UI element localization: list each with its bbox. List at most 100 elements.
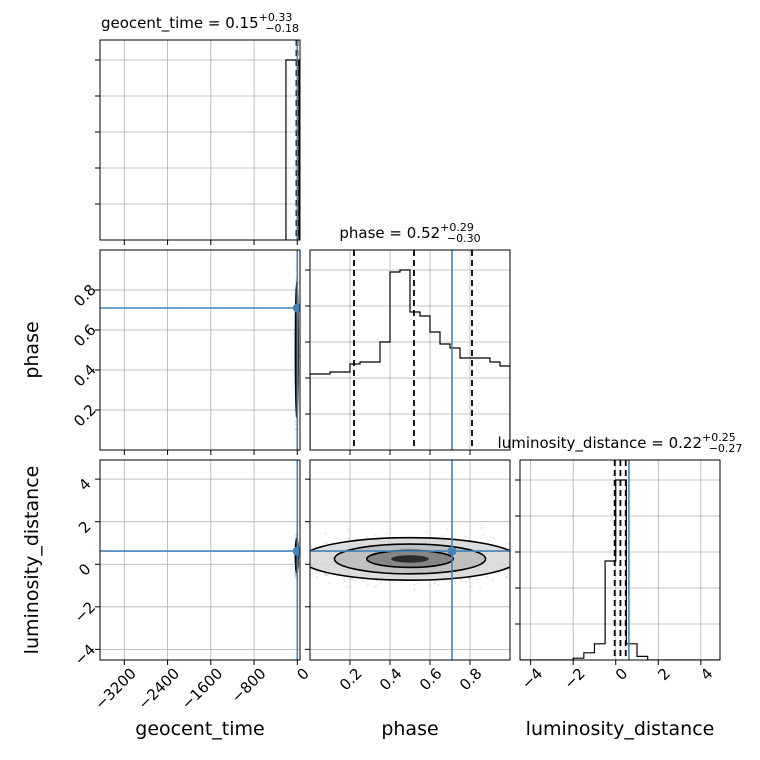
sample-point <box>306 554 308 556</box>
xtick-label-geocent_time-1: −2400 <box>135 664 184 713</box>
sample-point <box>492 537 495 540</box>
sample-point <box>290 567 292 569</box>
sample-point <box>541 546 543 548</box>
sample-point <box>375 579 378 582</box>
sample-point <box>460 579 463 582</box>
sample-point <box>295 533 297 536</box>
sample-point <box>506 576 508 579</box>
sample-point <box>380 582 382 585</box>
sample-point <box>294 423 297 426</box>
sample-point <box>429 584 432 587</box>
sample-point <box>446 528 449 531</box>
sample-point <box>507 542 510 545</box>
title-plus-phase: +0.29 <box>440 221 474 234</box>
sample-point <box>535 566 537 568</box>
sample-point <box>326 541 329 544</box>
hist-group-geocent_time <box>285 40 300 240</box>
xtick-label-geocent_time-4: 0 <box>293 664 312 683</box>
sample-point <box>324 532 327 535</box>
sample-point <box>293 333 296 335</box>
contour-0 <box>310 536 510 582</box>
sample-point <box>292 554 294 556</box>
title-main-phase: phase = 0.52 <box>339 224 440 242</box>
sample-point <box>295 577 297 580</box>
sample-point <box>464 536 467 539</box>
sample-point <box>307 552 309 554</box>
ytick-label-phase-1: 0.4 <box>70 361 100 391</box>
sample-point <box>549 567 551 569</box>
sample-point <box>310 545 313 548</box>
sample-point <box>532 554 534 556</box>
sample-point <box>479 586 481 588</box>
sample-point <box>273 562 275 564</box>
sample-point <box>517 547 519 549</box>
sample-point <box>532 559 534 561</box>
sample-point <box>328 581 331 584</box>
hist-phase <box>310 269 510 450</box>
title-minus-phase: −0.30 <box>447 232 481 245</box>
sample-point <box>373 586 376 588</box>
sample-point <box>564 546 566 548</box>
ytick-label-phase-0: 0.2 <box>70 401 100 431</box>
sample-point <box>605 535 607 537</box>
sample-point <box>361 580 364 583</box>
ytick-label-luminosity_distance-3: 2 <box>75 517 94 536</box>
sample-point <box>517 545 519 547</box>
title-phase: phase = 0.52+0.29 −0.30 <box>339 221 480 245</box>
pair-geocent_time-phase <box>100 250 300 494</box>
sample-point <box>295 492 297 494</box>
sample-point <box>513 564 515 566</box>
xtick-label-luminosity_distance-0: −4 <box>518 664 546 692</box>
ylabel-phase: phase <box>21 321 43 378</box>
xlabel-geocent_time: geocent_time <box>135 718 264 740</box>
contour-1 <box>333 543 487 575</box>
title-minus-geocent_time: −0.18 <box>265 22 299 35</box>
sample-point <box>413 588 416 591</box>
xtick-label-geocent_time-3: −800 <box>228 664 270 706</box>
sample-point <box>449 579 452 582</box>
sample-point <box>505 575 507 578</box>
xlabel-luminosity_distance: luminosity_distance <box>526 718 715 740</box>
sample-point <box>307 570 309 572</box>
sample-point <box>294 420 297 423</box>
hist-group-luminosity_distance <box>520 460 720 660</box>
xtick-label-luminosity_distance-2: 0 <box>612 664 631 683</box>
xtick-label-luminosity_distance-3: 2 <box>654 664 673 683</box>
sample-point <box>523 562 525 564</box>
sample-point <box>512 552 514 554</box>
title-geocent_time: geocent_time = 0.15+0.33 −0.18 <box>101 11 299 35</box>
sample-point <box>375 585 378 587</box>
panel-frame-1-1 <box>309 249 511 451</box>
sample-point <box>413 583 416 586</box>
sample-point <box>243 556 245 558</box>
sample-point <box>325 574 328 577</box>
sample-point <box>524 558 526 560</box>
density-level-3 <box>391 555 429 563</box>
sample-point <box>437 584 440 586</box>
sample-point <box>536 562 538 564</box>
xtick-label-luminosity_distance-1: −2 <box>560 664 588 692</box>
ytick-label-luminosity_distance-4: 4 <box>75 475 94 494</box>
sample-point <box>482 534 485 537</box>
sample-point <box>522 553 524 555</box>
ytick-label-phase-2: 0.6 <box>70 321 100 351</box>
title-plus-geocent_time: +0.33 <box>259 11 293 24</box>
panel-frame-2-2 <box>519 459 721 661</box>
sample-point <box>365 535 368 538</box>
sample-point <box>433 582 436 585</box>
sample-point <box>324 573 326 576</box>
sample-point <box>294 427 297 430</box>
truth-point-phase-luminosity_distance <box>447 546 457 556</box>
xlabel-phase: phase <box>381 718 438 740</box>
ytick-label-phase-3: 0.8 <box>70 281 100 311</box>
hist-group-phase <box>310 250 510 450</box>
ylabel-luminosity_distance: luminosity_distance <box>21 466 43 655</box>
sample-point <box>513 555 515 557</box>
sample-point <box>468 577 471 580</box>
pair-geocent_time-luminosity_distance <box>100 460 300 660</box>
sample-point <box>516 555 518 557</box>
sample-point <box>288 565 290 567</box>
sample-point <box>417 582 420 585</box>
sample-point <box>516 538 518 540</box>
sample-point <box>294 414 297 417</box>
